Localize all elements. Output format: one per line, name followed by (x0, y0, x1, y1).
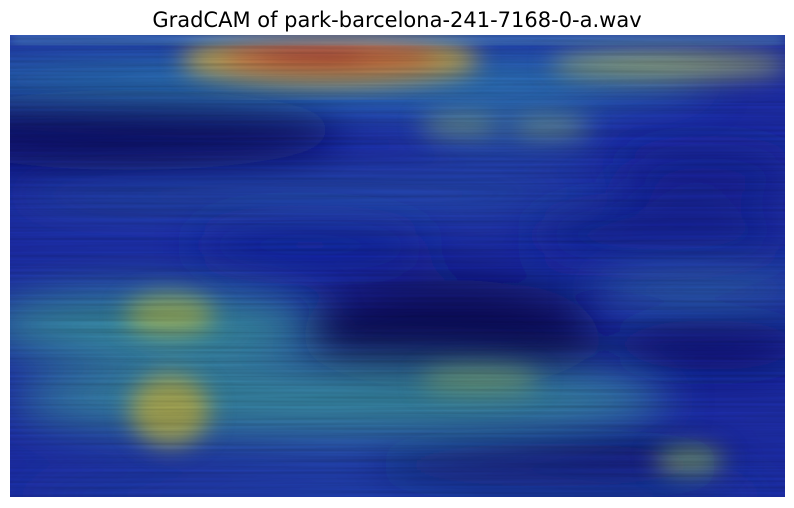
gradcam-heatmap (10, 35, 785, 497)
heatmap-canvas (10, 35, 785, 497)
figure-title: GradCAM of park-barcelona-241-7168-0-a.w… (152, 8, 642, 32)
